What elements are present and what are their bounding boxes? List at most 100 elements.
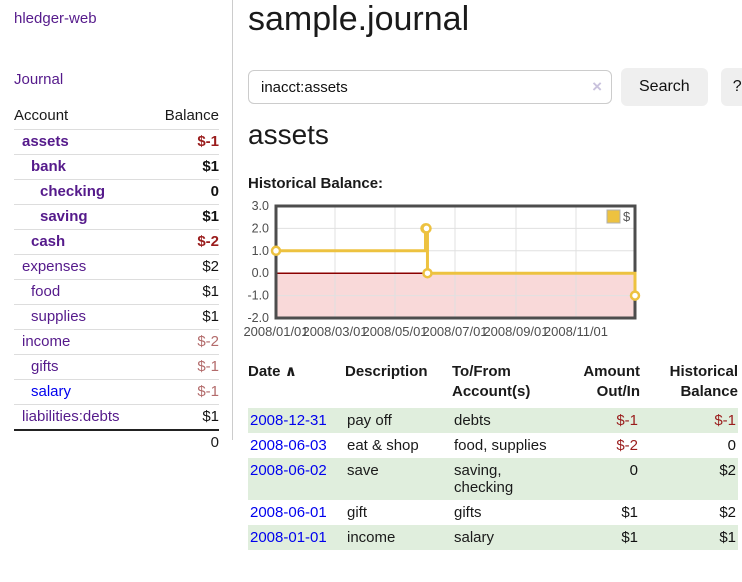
transaction-balance: $1 [719, 528, 736, 546]
svg-text:2008/01/01: 2008/01/01 [243, 324, 308, 339]
account-row: checking 0 [14, 179, 219, 205]
accounts-table: Account Balance assets $-1 bank $1 checking 0… [14, 104, 219, 455]
help-button[interactable]: ? [720, 68, 742, 106]
transaction-balance: $2 [719, 503, 736, 521]
transaction-balance: $2 [719, 461, 736, 479]
svg-text:2008/09/01: 2008/09/01 [483, 324, 548, 339]
accounts-header-balance: Balance [164, 107, 219, 124]
svg-text:$: $ [623, 209, 631, 224]
account-link[interactable]: checking [40, 183, 106, 200]
transaction-amount: $-2 [616, 436, 638, 454]
account-link[interactable]: income [22, 333, 71, 350]
transaction-description: pay off [347, 411, 392, 429]
accounts-total-spacer [14, 430, 149, 455]
svg-text:-2.0: -2.0 [247, 311, 269, 325]
clear-search-icon[interactable]: × [592, 76, 602, 96]
transaction-accounts: salary [454, 528, 495, 546]
register-header-balance: Historical Balance [669, 363, 738, 401]
account-link[interactable]: salary [31, 383, 72, 400]
svg-text:-1.0: -1.0 [247, 289, 269, 303]
account-heading: assets [248, 119, 329, 150]
svg-text:2.0: 2.0 [252, 221, 269, 235]
account-link[interactable]: assets [22, 133, 69, 150]
account-link[interactable]: expenses [22, 258, 87, 275]
account-link[interactable]: bank [31, 158, 67, 175]
transaction-row: 2008-06-01 gift gifts $1 $2 [248, 500, 738, 525]
account-balance: $1 [202, 283, 219, 300]
account-balance: $-1 [197, 133, 219, 150]
account-row: expenses $2 [14, 254, 219, 280]
register-header-description: Description [345, 363, 428, 380]
transaction-date-link[interactable]: 2008-06-03 [250, 436, 327, 454]
transaction-description: income [347, 528, 396, 546]
search-button[interactable]: Search [621, 68, 708, 106]
transaction-row: 2008-06-03 eat & shop food, supplies $-2 0 [248, 433, 738, 458]
account-balance: 0 [210, 183, 219, 200]
nav-journal-link[interactable]: Journal [14, 71, 64, 88]
account-link[interactable]: gifts [31, 358, 59, 375]
transaction-row: 2008-06-02 save saving, checking 0 $2 [248, 457, 738, 500]
account-row: liabilities:debts $1 [14, 404, 219, 431]
app-brand-link[interactable]: hledger-web [14, 10, 97, 27]
account-balance: $-1 [197, 383, 219, 400]
account-link[interactable]: supplies [31, 308, 87, 325]
account-row: gifts $-1 [14, 354, 219, 380]
register-header-row: Date ∧ Description To/From Account(s) Am… [248, 362, 738, 408]
account-row: supplies $1 [14, 304, 219, 330]
account-balance: $1 [202, 158, 219, 175]
transaction-date-link[interactable]: 2008-01-01 [250, 528, 327, 546]
transaction-accounts: food, supplies [454, 436, 547, 454]
transaction-amount: $1 [621, 528, 638, 546]
account-balance: $-1 [197, 358, 219, 375]
accounts-header-row: Account Balance [14, 104, 219, 130]
search-bar: × Search ? [248, 67, 742, 107]
account-balance: $1 [202, 308, 219, 325]
sidebar: hledger-web Journal Account Balance asse… [0, 0, 233, 451]
transaction-description: save [347, 461, 379, 479]
register-header-amount: Amount Out/In [583, 363, 640, 401]
transaction-date-link[interactable]: 2008-06-02 [250, 461, 327, 479]
svg-text:0.0: 0.0 [252, 266, 269, 280]
register-header-date[interactable]: Date ∧ [248, 363, 297, 380]
page-title: sample.journal [248, 0, 470, 38]
svg-text:2008/07/01: 2008/07/01 [422, 324, 487, 339]
register-table: Date ∧ Description To/From Account(s) Am… [248, 362, 738, 550]
account-row: salary $-1 [14, 379, 219, 405]
account-balance: $-2 [197, 333, 219, 350]
search-box: × [248, 70, 612, 104]
account-row: income $-2 [14, 329, 219, 355]
transaction-accounts: gifts [454, 503, 482, 521]
account-link[interactable]: food [31, 283, 61, 300]
sort-asc-icon: ∧ [284, 363, 297, 380]
account-row: cash $-2 [14, 229, 219, 255]
svg-text:2008/11/01: 2008/11/01 [544, 324, 608, 339]
account-link[interactable]: cash [31, 233, 66, 250]
accounts-header-account: Account [14, 107, 69, 124]
transaction-date-link[interactable]: 2008-12-31 [250, 411, 327, 429]
account-row: bank $1 [14, 154, 219, 180]
transaction-balance: 0 [727, 436, 736, 454]
svg-text:3.0: 3.0 [252, 200, 269, 213]
search-input[interactable] [249, 71, 611, 103]
transaction-accounts: debts [454, 411, 491, 429]
account-balance: $1 [202, 408, 219, 425]
account-link[interactable]: saving [40, 208, 88, 225]
account-row: assets $-1 [14, 129, 219, 155]
account-link[interactable]: liabilities:debts [22, 408, 120, 425]
account-balance: $2 [202, 258, 219, 275]
transaction-row: 2008-12-31 pay off debts $-1 $-1 [248, 407, 738, 433]
account-balance: $-2 [197, 233, 219, 250]
account-balance: $1 [202, 208, 219, 225]
chart-title: Historical Balance: [248, 175, 384, 192]
accounts-total-row: 0 [14, 430, 219, 455]
transaction-description: eat & shop [347, 436, 419, 454]
main-content: sample.journal × Search ? assets Histori… [243, 0, 742, 582]
balance-chart[interactable]: 3.0 2.0 1.0 0.0 -1.0 -2.0 2008/01/01 2008/03/01… [240, 199, 742, 350]
account-row: saving $1 [14, 204, 219, 230]
svg-text:2008/05/01: 2008/05/01 [362, 324, 427, 339]
svg-text:1.0: 1.0 [252, 244, 269, 258]
transaction-balance: $-1 [714, 411, 736, 429]
transaction-row: 2008-01-01 income salary $1 $1 [248, 524, 738, 550]
accounts-total-value: 0 [210, 434, 219, 451]
transaction-date-link[interactable]: 2008-06-01 [250, 503, 327, 521]
